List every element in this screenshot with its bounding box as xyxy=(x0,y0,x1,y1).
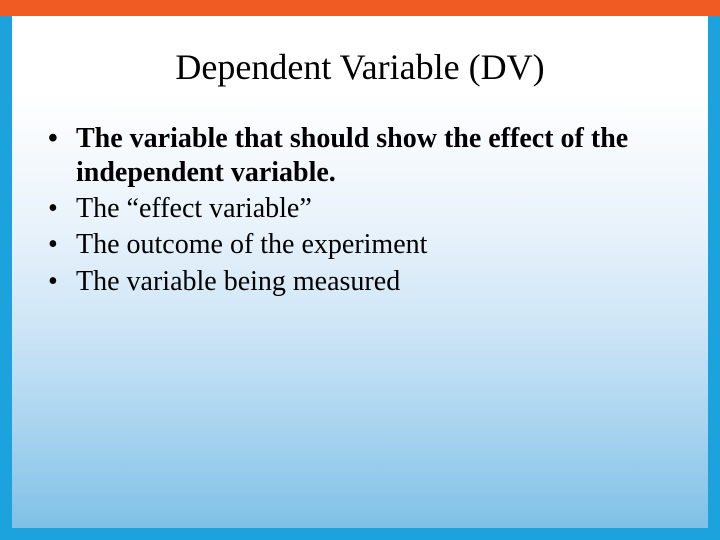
top-accent-bar xyxy=(0,0,720,16)
list-item: The “effect variable” xyxy=(40,192,680,226)
content-panel: Dependent Variable (DV) The variable tha… xyxy=(12,16,708,528)
bullet-list: The variable that should show the effect… xyxy=(40,122,680,299)
list-item: The variable being measured xyxy=(40,265,680,299)
list-item: The outcome of the experiment xyxy=(40,228,680,262)
slide-frame: Dependent Variable (DV) The variable tha… xyxy=(0,0,720,540)
list-item: The variable that should show the effect… xyxy=(40,122,680,190)
slide-title: Dependent Variable (DV) xyxy=(40,46,680,88)
